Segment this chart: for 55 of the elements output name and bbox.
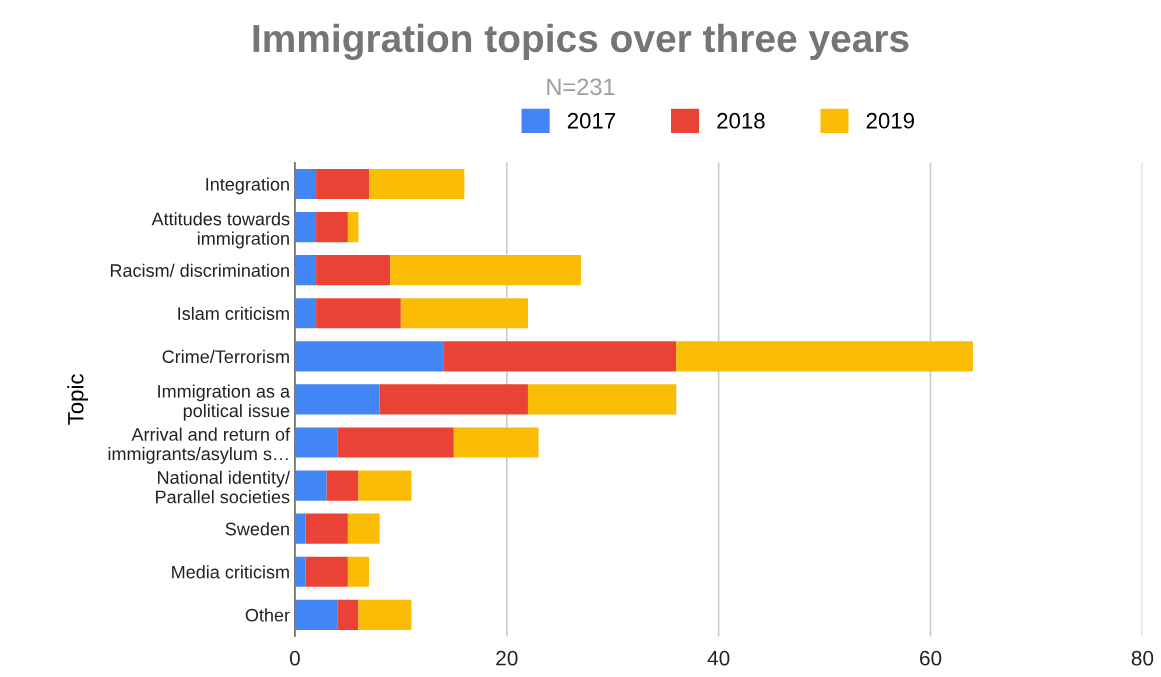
bar	[347, 556, 370, 587]
bar	[305, 556, 348, 587]
bar	[369, 168, 465, 200]
bar	[400, 298, 528, 329]
bar	[294, 168, 317, 200]
bar	[390, 255, 581, 286]
x-tick-label: 0	[289, 650, 300, 666]
bar	[316, 168, 370, 200]
y-tick-label: Other	[245, 608, 290, 622]
bar	[337, 427, 454, 458]
bar	[294, 255, 317, 286]
bar	[443, 341, 677, 372]
y-tick-label: Islam criticism	[178, 306, 289, 320]
bar	[337, 599, 359, 630]
legend-label: 2018	[717, 112, 765, 129]
chart-title: Immigration topics over three years	[253, 23, 909, 61]
y-tick-label: Racism/ discrimination	[110, 263, 289, 277]
chart-subtitle: N=231	[547, 78, 615, 96]
x-tick-label: 40	[707, 650, 730, 666]
x-tick-label: 20	[496, 650, 518, 666]
bar	[453, 427, 539, 458]
bar	[379, 384, 528, 415]
bar	[358, 599, 412, 630]
y-tick-label: National identity/ Parallel societies	[156, 470, 291, 504]
bar	[316, 298, 401, 329]
x-tick-label: 80	[1131, 650, 1154, 666]
bar	[347, 212, 359, 243]
y-tick-label: Sweden	[225, 522, 289, 536]
bar	[326, 470, 359, 501]
bar	[294, 298, 317, 329]
bar	[294, 384, 380, 415]
bar	[347, 513, 380, 544]
legend-label: 2019	[866, 112, 914, 129]
bar	[294, 341, 444, 372]
bar	[316, 255, 391, 286]
y-tick-label: Arrival and return of immigrants/asylum s…	[108, 427, 291, 464]
bar	[294, 513, 306, 544]
y-axis-title: Topic	[67, 374, 88, 425]
y-tick-label: Immigration as a political issue	[158, 384, 291, 421]
y-tick-label: Integration	[206, 177, 289, 195]
bar	[294, 427, 338, 458]
y-tick-label: Attitudes towards immigration	[151, 212, 290, 249]
bar	[294, 470, 327, 501]
legend-label: 2017	[567, 112, 616, 129]
bar	[305, 513, 348, 544]
x-tick-label: 60	[920, 650, 942, 666]
y-tick-label: Crime/Terrorism	[162, 349, 289, 364]
bar	[676, 341, 973, 372]
bar	[294, 212, 317, 243]
bar	[316, 212, 348, 243]
bar	[358, 470, 412, 501]
bar	[294, 599, 338, 630]
bar	[527, 384, 677, 415]
y-tick-label: Media criticism	[172, 565, 289, 579]
bar	[294, 556, 306, 587]
